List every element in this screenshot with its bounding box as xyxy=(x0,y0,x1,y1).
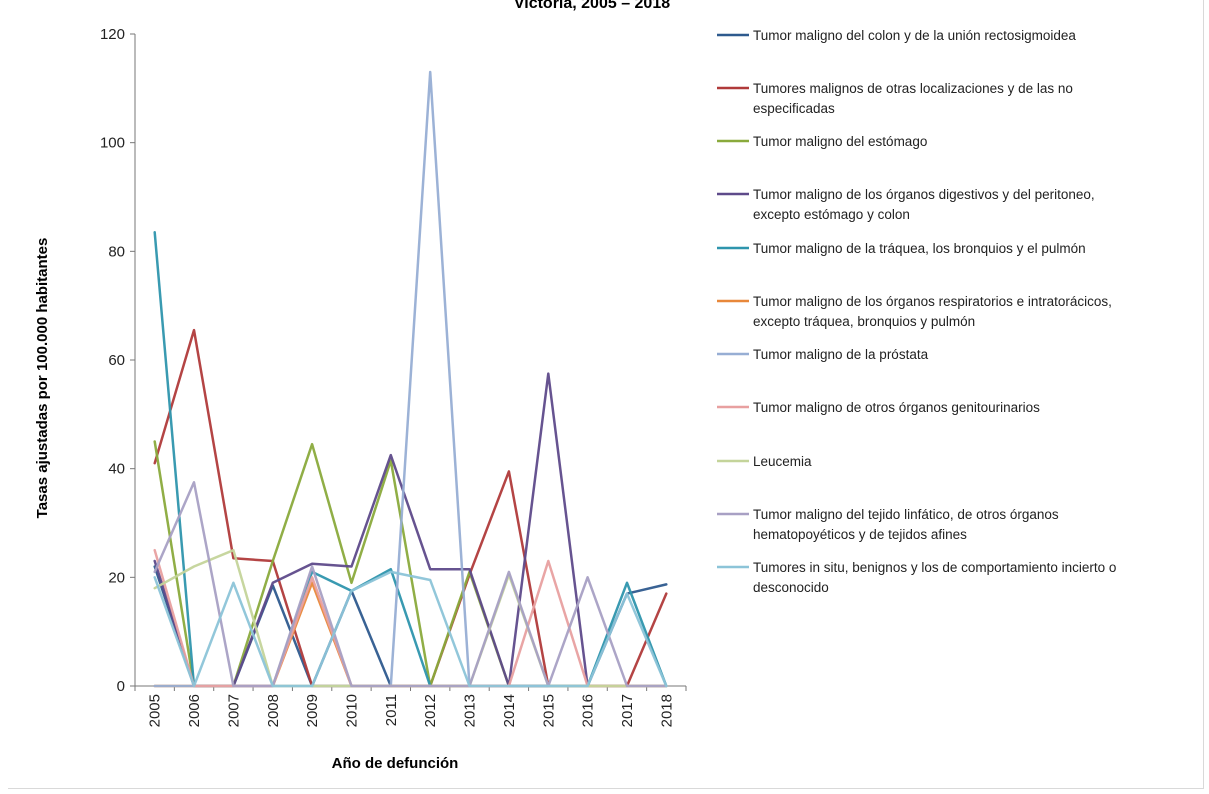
legend-label: hematopoyéticos y de tejidos afines xyxy=(753,527,967,542)
legend-label: Tumor maligno de los órganos respiratori… xyxy=(753,294,1112,309)
y-tick-label: 60 xyxy=(108,352,125,369)
series-line-2 xyxy=(153,440,668,688)
y-tick-label: 20 xyxy=(108,569,125,586)
x-axis-title: Año de defunción xyxy=(332,755,459,772)
legend-label: Tumores in situ, benignos y los de compo… xyxy=(753,560,1116,575)
y-axis-title: Tasas ajustadas por 100.000 habitantes xyxy=(34,238,51,519)
legend-label: excepto tráquea, bronquios y pulmón xyxy=(753,314,975,329)
legend-label: excepto estómago y colon xyxy=(753,207,910,222)
x-tick-label: 2012 xyxy=(422,694,439,727)
y-tick-label: 40 xyxy=(108,461,125,478)
legend-label: Tumor maligno de la próstata xyxy=(753,347,929,362)
x-tick-label: 2008 xyxy=(265,694,282,727)
x-tick-label: 2005 xyxy=(147,694,164,727)
x-tick-label: 2011 xyxy=(383,694,400,726)
x-tick-label: 2006 xyxy=(186,694,203,727)
legend-label: Tumor maligno de la tráquea, los bronqui… xyxy=(753,241,1086,256)
series-line-10 xyxy=(153,570,668,688)
y-tick-label: 0 xyxy=(117,678,125,695)
x-tick-label: 2009 xyxy=(304,694,321,727)
legend: Tumor maligno del colon y de la unión re… xyxy=(717,28,1116,595)
series-line-9 xyxy=(153,481,668,688)
x-tick-label: 2016 xyxy=(580,694,597,727)
series-line-3 xyxy=(153,372,668,688)
legend-label: especificadas xyxy=(753,101,835,116)
legend-label: Tumor maligno del estómago xyxy=(753,134,927,149)
legend-label: Tumor maligno de los órganos digestivos … xyxy=(753,187,1095,202)
y-tick-label: 120 xyxy=(100,26,125,43)
x-tick-label: 2014 xyxy=(501,694,518,727)
y-tick-label: 80 xyxy=(108,243,125,260)
legend-label: Leucemia xyxy=(753,454,812,469)
x-tick-label: 2013 xyxy=(462,694,479,727)
series-line-4 xyxy=(153,231,668,688)
legend-label: Tumor maligno de otros órganos genitouri… xyxy=(753,400,1040,415)
x-tick-label: 2017 xyxy=(619,694,636,727)
chart-title: Victoria, 2005 – 2018 xyxy=(514,0,670,12)
legend-label: Tumor maligno del colon y de la unión re… xyxy=(753,28,1076,43)
x-tick-label: 2007 xyxy=(225,694,242,727)
series-line-6 xyxy=(153,70,668,688)
x-tick-label: 2018 xyxy=(658,694,675,727)
x-tick-label: 2015 xyxy=(540,694,557,727)
legend-label: desconocido xyxy=(753,580,829,595)
legend-label: Tumor maligno del tejido linfático, de o… xyxy=(753,507,1059,522)
y-tick-label: 100 xyxy=(100,135,125,152)
x-tick-label: 2010 xyxy=(343,694,360,727)
axes: 0 20 40 60 80 100 120 2005 2006 2007 2008 2009 2010 2… xyxy=(100,26,687,727)
series-lines xyxy=(153,70,668,688)
legend-label: Tumores malignos de otras localizaciones… xyxy=(753,81,1073,96)
